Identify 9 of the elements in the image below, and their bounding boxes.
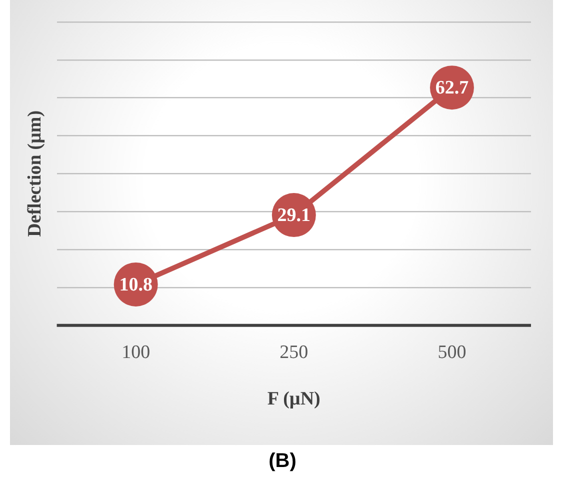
data-label: 62.7 bbox=[435, 78, 470, 99]
x-tick-label: 250 bbox=[280, 342, 308, 363]
y-axis-title: Deflection (µm) bbox=[24, 110, 46, 237]
x-tick-label: 500 bbox=[438, 342, 466, 363]
x-axis-title: F (µN) bbox=[267, 388, 320, 410]
data-label: 29.1 bbox=[277, 204, 311, 226]
text: (B) bbox=[268, 450, 298, 473]
data-label: 10.8 bbox=[119, 274, 152, 296]
x-tick-label: 100 bbox=[122, 342, 150, 363]
